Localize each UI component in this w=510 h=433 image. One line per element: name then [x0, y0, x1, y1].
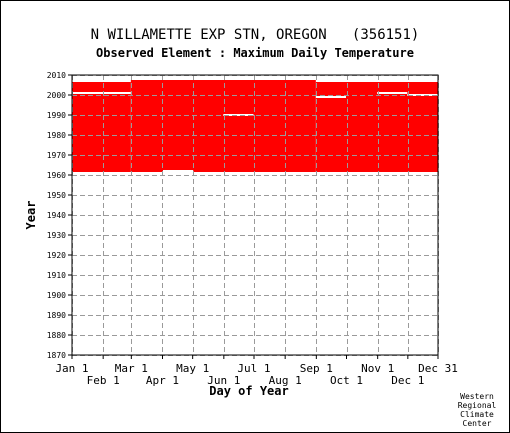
- y-axis-label: Year: [24, 201, 38, 230]
- missing-gap: [407, 94, 439, 96]
- y-tick-label: 2010: [47, 71, 66, 80]
- credit-line: Center: [463, 419, 492, 428]
- chart-title: N WILLAMETTE EXP STN, OREGON (356151): [91, 27, 420, 43]
- y-tick-label: 1970: [47, 151, 66, 160]
- y-tick-label: 1940: [47, 211, 66, 220]
- x-tick-label: Apr 1: [146, 374, 179, 387]
- y-tick-label: 1960: [47, 171, 66, 180]
- x-tick-label: Aug 1: [269, 374, 302, 387]
- missing-gap: [223, 114, 254, 116]
- x-tick-label: Mar 1: [115, 362, 148, 375]
- y-tick-label: 1990: [47, 111, 66, 120]
- missing-gap: [71, 92, 131, 94]
- y-tick-label: 1910: [47, 271, 66, 280]
- credit-line: Regional: [458, 401, 497, 410]
- x-tick-label: Oct 1: [330, 374, 363, 387]
- x-tick-label: Sep 1: [300, 362, 333, 375]
- y-tick-label: 1920: [47, 251, 66, 260]
- y-tick-label: 1870: [47, 351, 66, 360]
- x-tick-label: May 1: [176, 362, 209, 375]
- y-tick-label: 1880: [47, 331, 66, 340]
- missing-gap: [162, 170, 194, 172]
- x-tick-label: Jun 1: [207, 374, 240, 387]
- y-tick-label: 1980: [47, 131, 66, 140]
- x-axis: Jan 1 Mar 1 May 1 Jul 1 Sep 1 Nov 1 Dec 31 Feb …: [55, 355, 458, 387]
- x-tick-label: Feb 1: [87, 374, 120, 387]
- y-tick-label: 2000: [47, 91, 66, 100]
- x-axis-label: Day of Year: [209, 384, 288, 398]
- x-tick-label: Nov 1: [361, 362, 394, 375]
- missing-gap: [315, 96, 346, 98]
- y-tick-label: 1930: [47, 231, 66, 240]
- record-block: [71, 82, 131, 172]
- x-tick-label: Dec 1: [391, 374, 424, 387]
- y-tick-label: 1950: [47, 191, 66, 200]
- y-tick-label: 1900: [47, 291, 66, 300]
- record-block: [130, 80, 316, 172]
- x-tick-label: Jul 1: [237, 362, 270, 375]
- missing-gap: [377, 92, 408, 94]
- chart-subtitle: Observed Element : Maximum Daily Tempera…: [96, 46, 414, 60]
- credit-line: Climate: [460, 410, 494, 419]
- x-tick-label: Jan 1: [55, 362, 88, 375]
- credit-line: Western: [460, 392, 494, 401]
- y-axis: 1870 1880 1890 1900 1910 1920 1930 1940 1950 1960…: [47, 71, 72, 360]
- credit-block: Western Regional Climate Center: [458, 392, 497, 428]
- y-tick-label: 1890: [47, 311, 66, 320]
- x-tick-label: Dec 31: [418, 362, 458, 375]
